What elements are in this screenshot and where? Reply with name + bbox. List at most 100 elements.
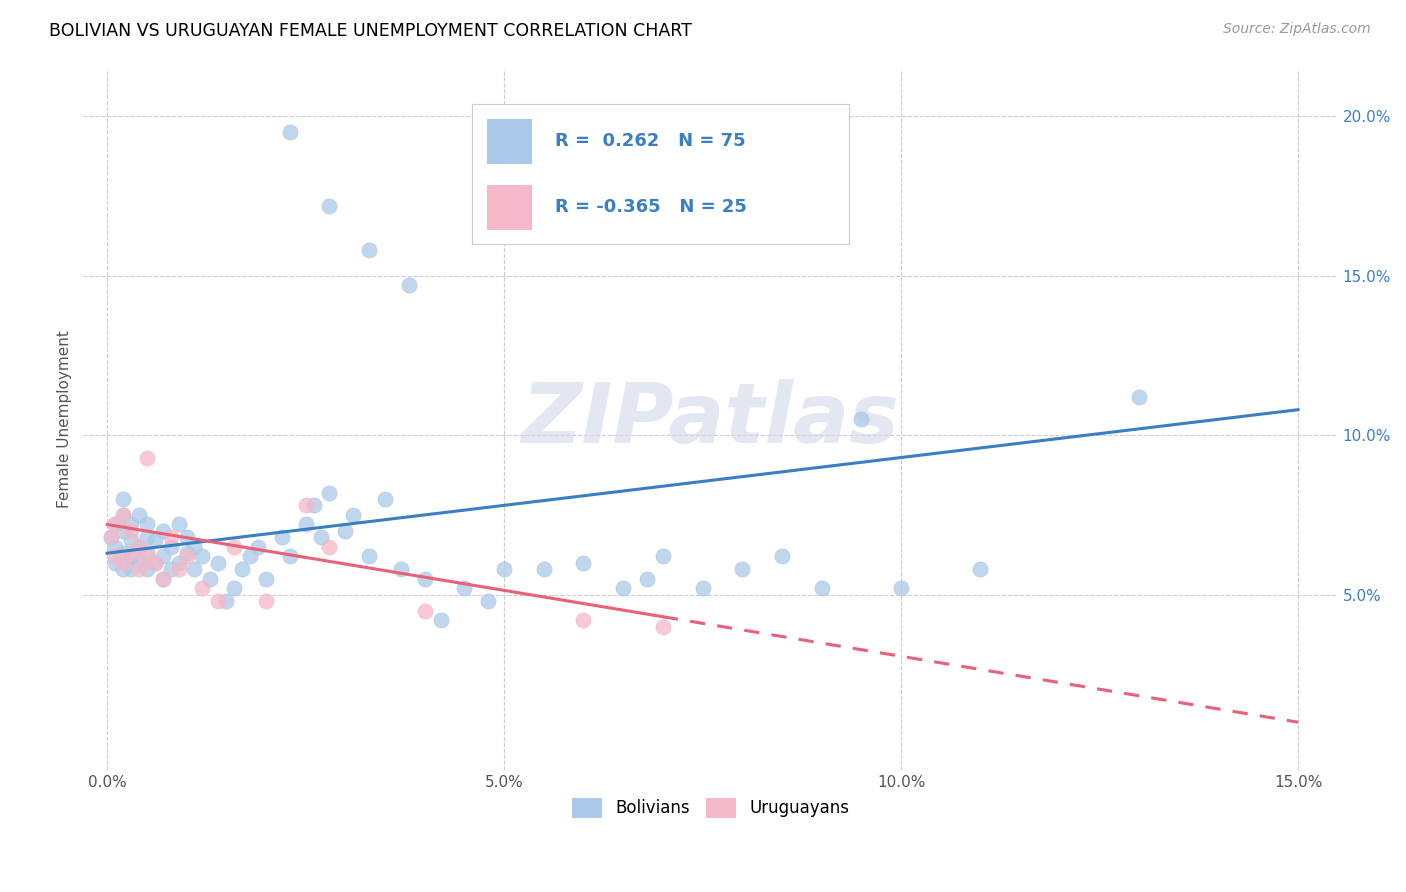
Point: [318, 485, 340, 500]
Point: [231, 562, 253, 576]
Text: BOLIVIAN VS URUGUAYAN FEMALE UNEMPLOYMENT CORRELATION CHART: BOLIVIAN VS URUGUAYAN FEMALE UNEMPLOYMEN…: [49, 22, 692, 40]
Point: [152, 549, 174, 564]
Point: [494, 562, 516, 576]
Point: [254, 572, 277, 586]
Point: [294, 517, 316, 532]
Point: [183, 540, 205, 554]
Point: [159, 540, 181, 554]
Point: [389, 562, 412, 576]
Point: [135, 549, 157, 564]
Point: [429, 613, 451, 627]
Point: [278, 125, 301, 139]
Point: [270, 530, 292, 544]
Point: [731, 562, 754, 576]
Point: [152, 524, 174, 538]
Point: [135, 450, 157, 465]
Point: [135, 546, 157, 560]
Point: [651, 549, 673, 564]
Point: [254, 594, 277, 608]
Point: [413, 603, 436, 617]
Point: [128, 508, 150, 522]
Point: [120, 517, 142, 532]
Point: [318, 540, 340, 554]
Point: [159, 530, 181, 544]
Point: [104, 517, 127, 532]
Text: Source: ZipAtlas.com: Source: ZipAtlas.com: [1223, 22, 1371, 37]
Point: [224, 581, 246, 595]
Point: [143, 556, 166, 570]
Point: [176, 549, 198, 564]
Point: [969, 562, 991, 576]
Point: [342, 508, 364, 522]
Point: [477, 594, 499, 608]
Point: [413, 572, 436, 586]
Point: [318, 199, 340, 213]
Point: [167, 556, 190, 570]
Point: [533, 562, 555, 576]
Point: [398, 278, 420, 293]
Point: [120, 524, 142, 538]
Point: [120, 549, 142, 564]
Point: [294, 499, 316, 513]
Point: [311, 530, 333, 544]
Point: [104, 540, 127, 554]
Point: [239, 549, 262, 564]
Point: [302, 499, 325, 513]
Point: [1128, 390, 1150, 404]
Point: [135, 562, 157, 576]
Point: [453, 581, 475, 595]
Point: [692, 581, 714, 595]
Text: ZIPatlas: ZIPatlas: [522, 379, 900, 459]
Point: [111, 562, 134, 576]
Point: [120, 562, 142, 576]
Point: [359, 244, 381, 258]
Point: [135, 517, 157, 532]
Point: [851, 412, 873, 426]
Point: [143, 556, 166, 570]
Point: [111, 508, 134, 522]
Point: [176, 546, 198, 560]
Point: [128, 556, 150, 570]
Point: [278, 549, 301, 564]
Point: [636, 572, 658, 586]
Point: [246, 540, 269, 554]
Point: [152, 572, 174, 586]
Point: [572, 613, 595, 627]
Point: [612, 581, 634, 595]
Point: [120, 533, 142, 548]
Point: [111, 524, 134, 538]
Point: [359, 549, 381, 564]
Point: [111, 508, 134, 522]
Point: [143, 533, 166, 548]
Point: [191, 581, 214, 595]
Point: [167, 517, 190, 532]
Point: [651, 619, 673, 633]
Point: [152, 572, 174, 586]
Point: [770, 549, 793, 564]
Point: [215, 594, 238, 608]
Point: [111, 556, 134, 570]
Point: [374, 491, 396, 506]
Point: [120, 546, 142, 560]
Point: [100, 530, 122, 544]
Point: [890, 581, 912, 595]
Legend: Bolivians, Uruguayans: Bolivians, Uruguayans: [565, 791, 856, 825]
Point: [104, 556, 127, 570]
Point: [335, 524, 357, 538]
Point: [200, 572, 222, 586]
Point: [224, 540, 246, 554]
Y-axis label: Female Unemployment: Female Unemployment: [58, 330, 72, 508]
Point: [572, 556, 595, 570]
Point: [207, 594, 229, 608]
Point: [111, 546, 134, 560]
Point: [159, 562, 181, 576]
Point: [104, 517, 127, 532]
Point: [176, 530, 198, 544]
Point: [167, 562, 190, 576]
Point: [810, 581, 832, 595]
Point: [128, 562, 150, 576]
Point: [191, 549, 214, 564]
Point: [128, 540, 150, 554]
Point: [104, 549, 127, 564]
Point: [100, 530, 122, 544]
